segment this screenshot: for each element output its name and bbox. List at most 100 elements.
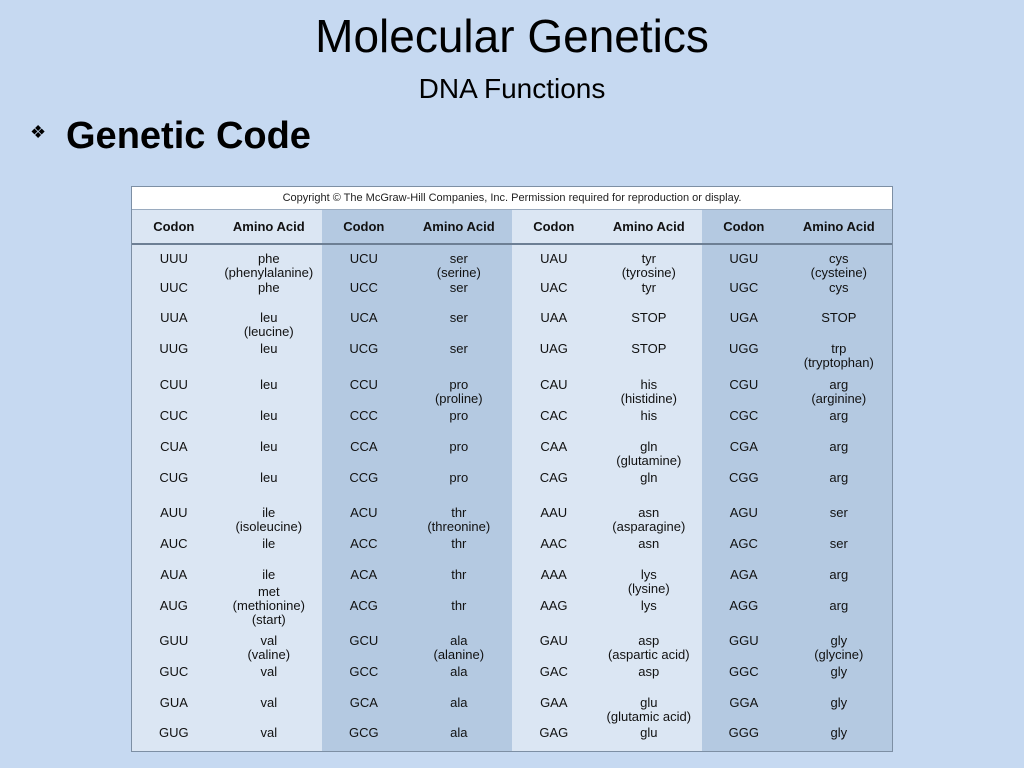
genetic-code-table: Copyright © The McGraw-Hill Companies, I… — [131, 186, 893, 752]
amino-acid-line: STOP — [631, 341, 667, 356]
codon-cell: AGG — [729, 598, 759, 613]
amino-acid-cell: cys — [786, 281, 892, 295]
codon-cell: UCA — [350, 310, 378, 325]
amino-acid-line: asp — [638, 633, 660, 648]
column-header-row: Codon Amino Acid — [702, 209, 892, 245]
amino-acid-cell: pro — [406, 440, 512, 454]
amino-acid-cell: leu — [216, 471, 322, 485]
amino-acid-line: (threonine) — [427, 519, 491, 534]
amino-acid-cell: lys (lysine) — [596, 568, 702, 596]
amino-acid-line: (cysteine) — [810, 265, 867, 280]
copyright-notice: Copyright © The McGraw-Hill Companies, I… — [132, 187, 892, 209]
amino-acid-header: Amino Acid — [802, 219, 875, 234]
codon-cell: AGC — [729, 536, 758, 551]
codon-cell: ACA — [350, 567, 378, 582]
amino-acid-line: pro — [449, 408, 469, 423]
column-header-row: Codon Amino Acid — [322, 209, 512, 245]
codon-cell: GUG — [158, 725, 189, 740]
column-header-row: Codon Amino Acid — [512, 209, 702, 245]
amino-acid-cell: tyr (tyrosine) — [596, 252, 702, 280]
codon-cell: GAC — [539, 664, 568, 679]
amino-acid-cell: val — [216, 665, 322, 679]
codon-cell: GGG — [728, 725, 759, 740]
codon-cell: CAU — [540, 377, 568, 392]
amino-acid-line: (valine) — [247, 647, 291, 662]
amino-acid-line: his — [640, 408, 658, 423]
codon-header: Codon — [533, 219, 575, 234]
codon-cell: CGA — [729, 439, 758, 454]
amino-acid-cell: gln — [596, 471, 702, 485]
codon-cell: AUU — [160, 505, 188, 520]
codon-cell: AUC — [160, 536, 188, 551]
amino-acid-line: arg — [829, 439, 849, 454]
amino-acid-line: (aspartic acid) — [607, 647, 690, 662]
amino-acid-line: leu — [260, 470, 278, 485]
codon-cell: CCA — [350, 439, 378, 454]
amino-acid-line: (lysine) — [627, 581, 670, 596]
amino-acid-line: leu — [260, 341, 278, 356]
amino-acid-cell: ser — [406, 311, 512, 325]
amino-acid-cell: thr — [406, 568, 512, 582]
amino-acid-cell: asp — [596, 665, 702, 679]
amino-acid-cell: asn — [596, 537, 702, 551]
amino-acid-line: arg — [829, 567, 849, 582]
amino-acid-line: phe — [257, 280, 280, 295]
bullet-heading: Genetic Code — [66, 115, 311, 157]
codon-cell: ACU — [350, 505, 378, 520]
codon-cell: AGU — [729, 505, 758, 520]
amino-acid-line: glu — [640, 725, 658, 740]
amino-acid-line: val — [260, 695, 278, 710]
amino-acid-cell: ser — [406, 342, 512, 356]
amino-acid-line: STOP — [631, 310, 667, 325]
amino-acid-line: (glycine) — [814, 647, 864, 662]
amino-acid-line: ser — [449, 280, 468, 295]
amino-acid-line: arg — [829, 598, 849, 613]
codon-cell: GAU — [539, 633, 568, 648]
amino-acid-line: his — [640, 377, 658, 392]
codon-cell: CUC — [159, 408, 188, 423]
amino-acid-cell: tyr — [596, 281, 702, 295]
diamond-bullet-icon: ❖ — [30, 122, 47, 142]
codon-cell: CCU — [349, 377, 378, 392]
codon-cell: GCC — [349, 664, 379, 679]
amino-acid-cell: his — [596, 409, 702, 423]
column-header-row: Codon Amino Acid — [132, 209, 322, 245]
amino-acid-cell: leu — [216, 440, 322, 454]
amino-acid-line: ser — [449, 251, 468, 266]
amino-acid-cell: pro — [406, 409, 512, 423]
amino-acid-cell: gly (glycine) — [786, 634, 892, 662]
codon-cell: UCC — [349, 280, 378, 295]
codon-cell: UGA — [729, 310, 758, 325]
codon-cell: GAG — [539, 725, 569, 740]
amino-acid-cell: ile — [216, 537, 322, 551]
codon-header: Codon — [153, 219, 195, 234]
codon-cell: GAA — [540, 695, 568, 710]
codon-cell: GCU — [349, 633, 379, 648]
amino-acid-cell: cys (cysteine) — [786, 252, 892, 280]
codon-cell: CGU — [729, 377, 759, 392]
codon-cell: AUG — [159, 598, 188, 613]
amino-acid-line: met — [257, 584, 280, 599]
amino-acid-cell: glu (glutamic acid) — [596, 696, 702, 724]
amino-acid-header: Amino Acid — [232, 219, 305, 234]
amino-acid-line: (proline) — [434, 391, 483, 406]
codon-cell: AAC — [540, 536, 568, 551]
amino-acid-header: Amino Acid — [612, 219, 685, 234]
amino-acid-cell: glu — [596, 726, 702, 740]
codon-cell: AAG — [540, 598, 568, 613]
codon-cell: CUG — [159, 470, 189, 485]
amino-acid-cell: ser — [786, 506, 892, 520]
slide-subtitle: DNA Functions — [418, 73, 606, 104]
amino-acid-cell: ile (isoleucine) — [216, 506, 322, 534]
amino-acid-cell: STOP — [786, 311, 892, 325]
amino-acid-line: val — [260, 725, 278, 740]
amino-acid-cell: thr — [406, 599, 512, 613]
amino-acid-line: ala — [450, 633, 468, 648]
codon-cell: AUA — [160, 567, 188, 582]
amino-acid-cell: val (valine) — [216, 634, 322, 662]
amino-acid-cell: arg (arginine) — [786, 378, 892, 406]
codon-header: Codon — [723, 219, 765, 234]
codon-cell: UGC — [729, 280, 759, 295]
amino-acid-line: (tryptophan) — [803, 355, 874, 370]
amino-acid-cell: arg — [786, 440, 892, 454]
